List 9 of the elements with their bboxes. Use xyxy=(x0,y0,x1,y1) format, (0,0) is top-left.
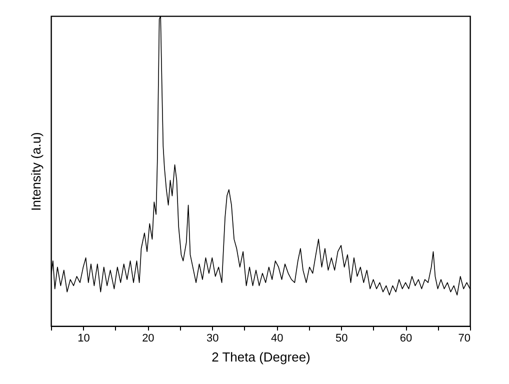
x-tick-label: 60 xyxy=(400,332,412,344)
x-tick-label: 40 xyxy=(270,332,284,344)
x-tick-label: 50 xyxy=(335,332,348,344)
x-axis-title: 2 Theta (Degree) xyxy=(212,350,310,364)
y-axis-title: Intensity (a.u) xyxy=(28,132,44,211)
x-tick-label: 20 xyxy=(142,332,154,344)
x-tick-label: 10 xyxy=(78,332,90,344)
x-tick-label: 70 xyxy=(458,332,470,344)
x-tick-label: 30 xyxy=(206,332,219,344)
